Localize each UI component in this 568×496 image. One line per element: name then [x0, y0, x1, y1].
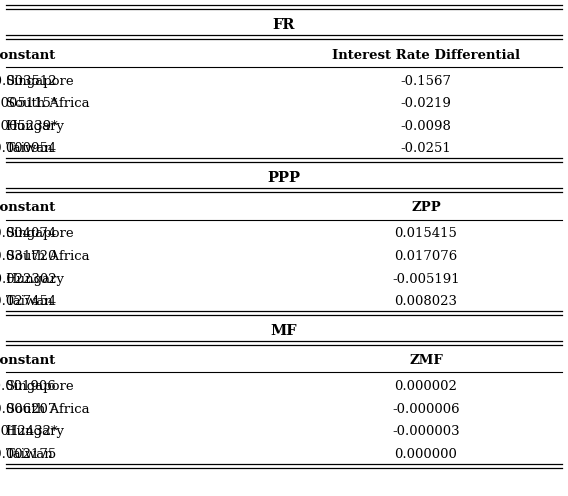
Text: -0.0098: -0.0098 [400, 120, 452, 133]
Text: South Africa: South Africa [6, 97, 89, 110]
Text: -0.003512: -0.003512 [0, 75, 57, 88]
Text: 0.008023: 0.008023 [395, 295, 457, 308]
Text: 0.031720: 0.031720 [0, 250, 56, 263]
Text: ZMF: ZMF [409, 354, 443, 367]
Text: Taiwan: Taiwan [6, 448, 53, 461]
Text: Interest Rate Differential: Interest Rate Differential [332, 49, 520, 62]
Text: -0.022302: -0.022302 [0, 273, 57, 286]
Text: FR: FR [273, 18, 295, 32]
Text: 0.006207: 0.006207 [0, 403, 56, 416]
Text: Constant: Constant [0, 49, 56, 62]
Text: Hungary: Hungary [6, 426, 65, 438]
Text: -0.0219: -0.0219 [400, 97, 452, 110]
Text: Singapore: Singapore [6, 228, 74, 241]
Text: 0.012432*: 0.012432* [0, 426, 57, 438]
Text: -0.001906: -0.001906 [0, 380, 57, 393]
Text: MF: MF [271, 324, 297, 338]
Text: Hungary: Hungary [6, 120, 65, 133]
Text: South Africa: South Africa [6, 403, 89, 416]
Text: PPP: PPP [268, 171, 300, 185]
Text: 0.005115*: 0.005115* [0, 97, 57, 110]
Text: 0.005239*: 0.005239* [0, 120, 57, 133]
Text: ZPP: ZPP [411, 201, 441, 214]
Text: Taiwan: Taiwan [6, 142, 53, 155]
Text: -0.000003: -0.000003 [392, 426, 460, 438]
Text: 0.027454: 0.027454 [0, 295, 56, 308]
Text: 0.004074: 0.004074 [0, 228, 56, 241]
Text: Constant: Constant [0, 201, 56, 214]
Text: 0.000954: 0.000954 [0, 142, 56, 155]
Text: 0.000002: 0.000002 [395, 380, 457, 393]
Text: South Africa: South Africa [6, 250, 89, 263]
Text: -0.1567: -0.1567 [400, 75, 452, 88]
Text: -0.0251: -0.0251 [400, 142, 452, 155]
Text: Singapore: Singapore [6, 380, 74, 393]
Text: 0.002175: 0.002175 [0, 448, 56, 461]
Text: 0.000000: 0.000000 [395, 448, 457, 461]
Text: Singapore: Singapore [6, 75, 74, 88]
Text: -0.000006: -0.000006 [392, 403, 460, 416]
Text: 0.015415: 0.015415 [395, 228, 457, 241]
Text: Hungary: Hungary [6, 273, 65, 286]
Text: 0.017076: 0.017076 [394, 250, 458, 263]
Text: Taiwan: Taiwan [6, 295, 53, 308]
Text: Constant: Constant [0, 354, 56, 367]
Text: -0.005191: -0.005191 [392, 273, 460, 286]
